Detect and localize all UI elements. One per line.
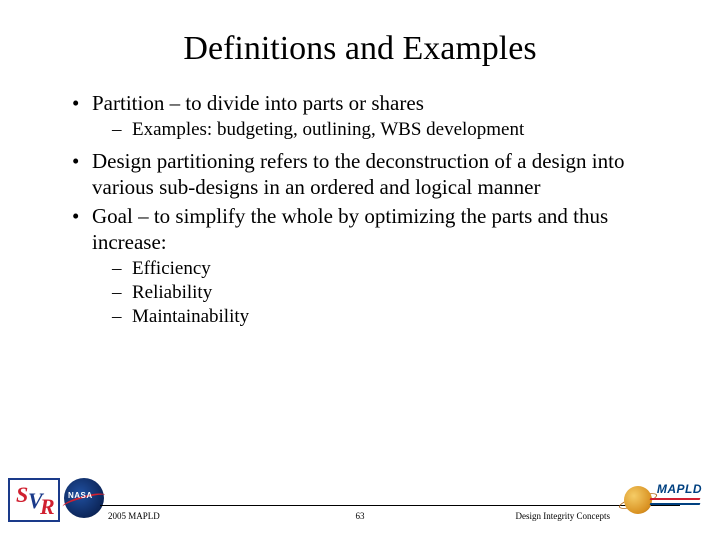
footer-divider (100, 505, 680, 506)
mapld-logo-icon: MAPLD (622, 476, 702, 518)
mapld-text: MAPLD (657, 482, 702, 496)
mapld-stripe-icon (650, 503, 701, 505)
sub-bullet-item: Efficiency (112, 257, 660, 281)
svr-logo-icon: S V R (8, 478, 60, 522)
sub-bullet-list: Examples: budgeting, outlining, WBS deve… (92, 118, 660, 142)
sub-bullet-item: Examples: budgeting, outlining, WBS deve… (112, 118, 660, 142)
slide-footer: S V R 2005 MAPLD 63 Design Integrity Con… (0, 475, 720, 530)
bullet-item: Partition – to divide into parts or shar… (70, 90, 660, 142)
svr-r: R (40, 494, 55, 520)
sub-bullet-item: Maintainability (112, 305, 660, 329)
nasa-swoosh-icon (61, 490, 106, 511)
slide-container: Definitions and Examples Partition – to … (0, 0, 720, 540)
mapld-globe-icon (624, 486, 652, 514)
nasa-logo-icon (64, 478, 104, 518)
footer-left-text: 2005 MAPLD (108, 511, 160, 521)
mapld-stripe-icon (650, 498, 701, 500)
bullet-item: Goal – to simplify the whole by optimizi… (70, 203, 660, 329)
bullet-text: Partition – to divide into parts or shar… (92, 91, 424, 115)
slide-content: Partition – to divide into parts or shar… (60, 90, 660, 328)
bullet-text: Goal – to simplify the whole by optimizi… (92, 204, 608, 254)
svr-s: S (16, 482, 28, 508)
bullet-list: Partition – to divide into parts or shar… (70, 90, 660, 328)
footer-right-text: Design Integrity Concepts (516, 511, 610, 521)
slide-title: Definitions and Examples (60, 30, 660, 68)
sub-bullet-list: Efficiency Reliability Maintainability (92, 257, 660, 328)
footer-page-number: 63 (356, 511, 365, 521)
bullet-item: Design partitioning refers to the decons… (70, 148, 660, 201)
sub-bullet-item: Reliability (112, 281, 660, 305)
